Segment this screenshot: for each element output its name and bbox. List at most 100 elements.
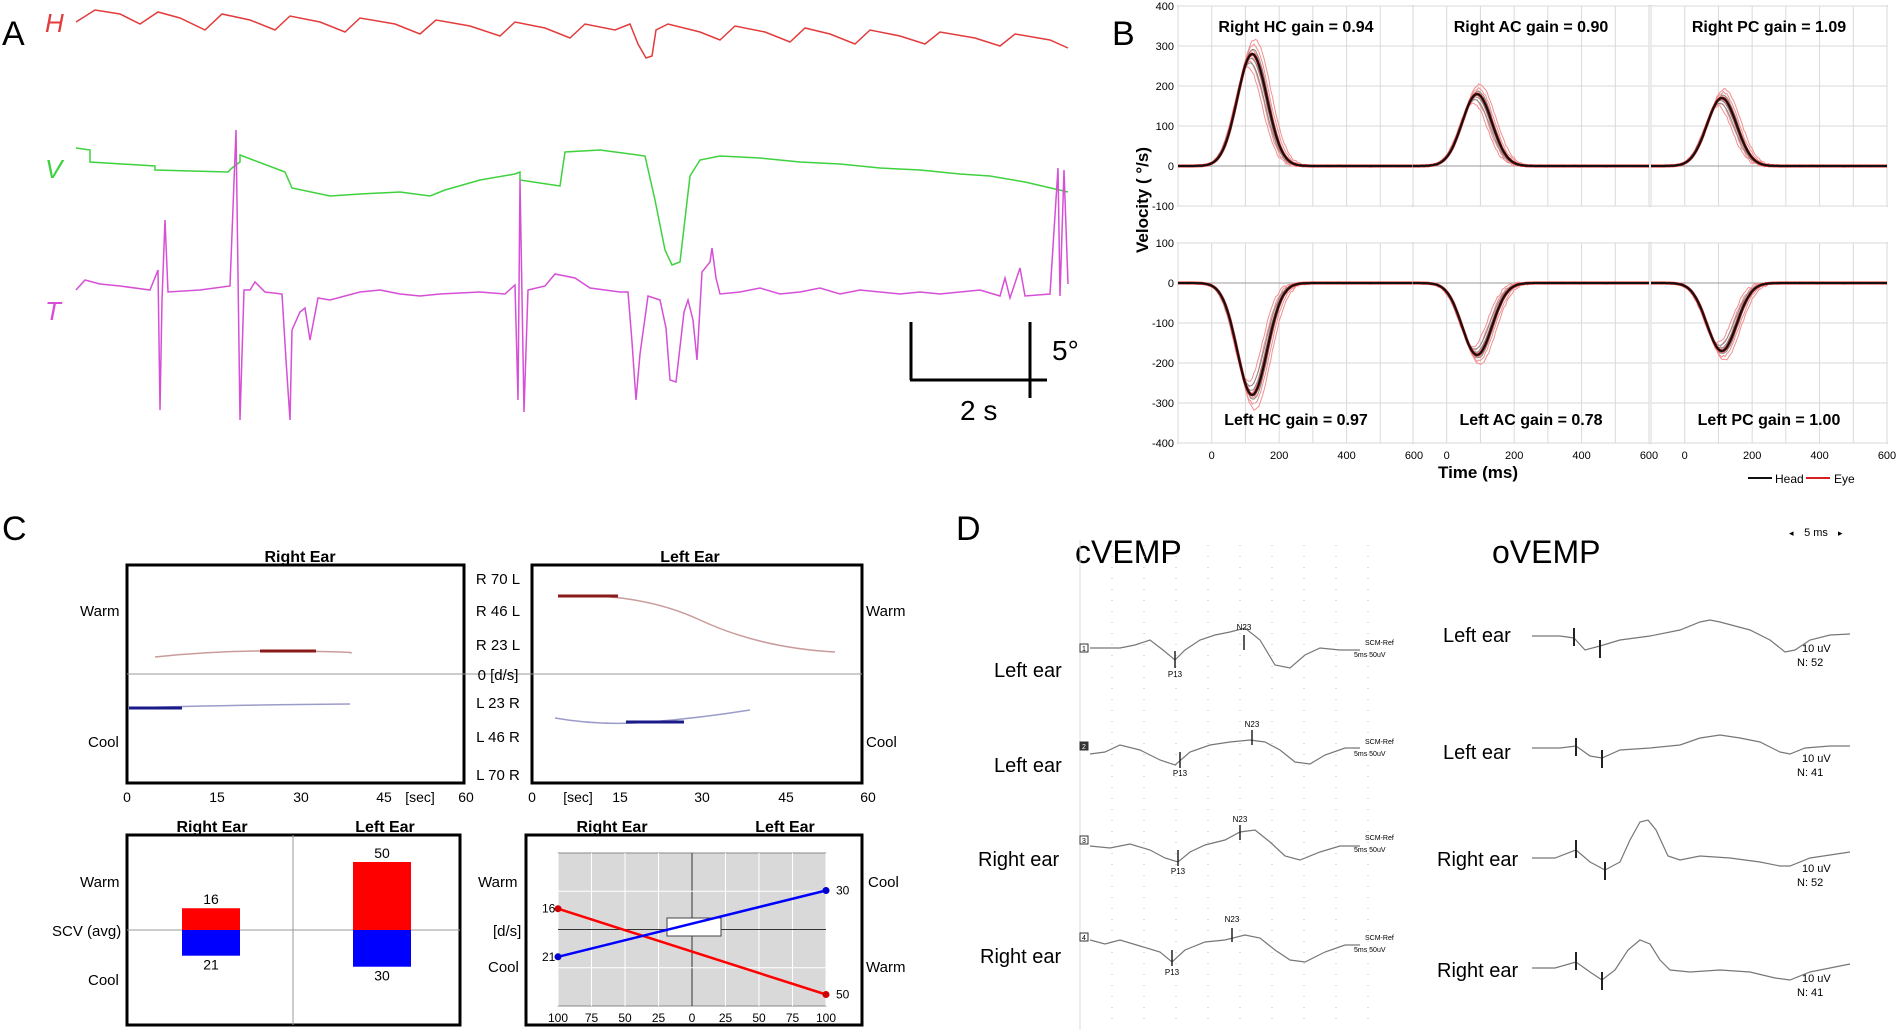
ovemp-row-ear-label: Right ear: [1437, 960, 1518, 982]
vhit-y-tick: 200: [1156, 81, 1174, 93]
vhit-y-tick: -300: [1152, 398, 1174, 410]
vhit-head-mean: [1178, 282, 1414, 397]
caloric-right-warm-trace: [154, 650, 352, 658]
ovemp-row-n: N: 41: [1797, 767, 1823, 779]
butterfly-point: [554, 905, 562, 913]
cvemp-row-index-box: [1079, 835, 1089, 845]
vhit-x-tick: 0: [1209, 450, 1215, 462]
vhit-x-tick: 400: [1572, 450, 1590, 462]
cvemp-row-n23-label: N23: [1225, 915, 1240, 924]
butterfly-point-label: 21: [542, 950, 556, 964]
scv-left-ear-title: Left Ear: [355, 819, 415, 836]
vhit-x-tick: 600: [1878, 450, 1896, 462]
time-scale-label: 5 ms: [1804, 527, 1828, 539]
cvemp-grid: [1111, 545, 1369, 1028]
channel-label-v: V: [45, 154, 65, 184]
caloric-warm-label-right: Warm: [866, 603, 905, 620]
ovemp-row-amp: 10 uV: [1802, 753, 1831, 765]
vhit-subplot-title: Right HC gain = 0.94: [1218, 19, 1373, 36]
cvemp-row-ref: SCM-Ref: [1365, 739, 1394, 746]
caloric-center-l23: L 23 R: [476, 695, 520, 712]
vhit-subplot: 100 0 -100 -200 -300 -400 0 200 400 600 Left HC ga…: [1152, 238, 1423, 462]
butterfly-x-tick: 75: [585, 1011, 599, 1025]
ovemp-row: Right ear 10 uV N: 41: [1437, 939, 1851, 999]
cvemp-row-n23-label: N23: [1237, 623, 1252, 632]
velocity-axis-label: Velocity ( °/s): [1133, 147, 1152, 253]
vhit-head-mean: [1651, 96, 1887, 167]
scv-warm-bar: [353, 862, 411, 930]
caloric-right-xtick: 60: [458, 789, 474, 805]
vhit-y-tick: 0: [1168, 161, 1174, 173]
ovemp-row-ear-label: Left ear: [1443, 625, 1511, 647]
caloric-right-ear-title: Right Ear: [264, 549, 335, 566]
ovemp-row-waveform: [1532, 819, 1851, 871]
scv-cool-bar: [353, 930, 411, 967]
butterfly-warm-line: [557, 907, 827, 996]
t-trace: [75, 129, 1069, 421]
butterfly-left-ear-title: Left Ear: [755, 819, 815, 836]
panel-letter-b: B: [1112, 15, 1135, 53]
caloric-left-warm-trace: [557, 594, 836, 653]
scv-cool-label: Cool: [88, 972, 119, 989]
vhit-subplot-title: Right PC gain = 1.09: [1692, 19, 1846, 36]
vhit-axes: 400 300 200 100 0 -100 Right HC gain = 0.94 Rig…: [1152, 1, 1896, 462]
cvemp-row-scale: 5ms 50uV: [1354, 652, 1386, 659]
caloric-right-xtick: 0: [123, 789, 131, 805]
butterfly-x-tick: 25: [652, 1011, 666, 1025]
butterfly-x-tick: 50: [618, 1011, 632, 1025]
ovemp-row-waveform: [1532, 619, 1851, 653]
cvemp-row-ref: SCM-Ref: [1365, 640, 1394, 647]
cvemp-row-scale: 5ms 50uV: [1354, 947, 1386, 954]
ovemp-row: Left ear 10 uV N: 52: [1443, 619, 1851, 669]
caloric-center-l46: L 46 R: [476, 729, 520, 746]
vhit-x-tick: 200: [1270, 450, 1288, 462]
caloric-warm-label-left: Warm: [80, 603, 119, 620]
butterfly-frame: [524, 833, 864, 1027]
legend-eye-label: Eye: [1834, 472, 1855, 486]
scv-cool-value: 30: [374, 968, 390, 984]
scv-right-ear-title: Right Ear: [176, 819, 247, 836]
butterfly-x-tick: 100: [816, 1011, 836, 1025]
vhit-x-tick: 400: [1810, 450, 1828, 462]
caloric-left-xtick: [sec]: [563, 789, 593, 805]
panel-b: B Velocity ( °/s) 400 300 200 100 0 -100 Right…: [1112, 1, 1896, 486]
butterfly-x-tick: 50: [752, 1011, 766, 1025]
vhit-subplot: 400 300 200 100 0 -100 Right HC gain = 0.94: [1152, 1, 1415, 213]
vhit-x-tick: 200: [1505, 450, 1523, 462]
cvemp-row: Right ear 3 P13 N23 SCM-Ref 5ms 50uV: [978, 815, 1394, 876]
cvemp-row-p13-label: P13: [1168, 670, 1183, 679]
vhit-y-tick: 100: [1156, 238, 1174, 250]
butterfly-x-tick: 0: [689, 1011, 696, 1025]
caloric-left-xtick: 30: [694, 789, 710, 805]
vhit-subplot: Right AC gain = 0.90: [1412, 5, 1650, 207]
vhit-y-tick: 100: [1156, 121, 1174, 133]
butterfly-center-box: [666, 917, 722, 937]
scv-bars: 16 50 21 30: [182, 845, 411, 984]
cvemp-row: Right ear 4 P13 N23 SCM-Ref 5ms 50uV: [980, 915, 1394, 977]
caloric-left-xtick: 0: [528, 789, 536, 805]
butterfly-cool-right: Cool: [868, 874, 899, 891]
ovemp-row-n: N: 52: [1797, 657, 1823, 669]
scv-cool-value: 21: [203, 957, 219, 973]
butterfly-point: [822, 887, 830, 894]
cvemp-row-waveform: [1090, 627, 1360, 669]
cvemp-row-index: 2: [1082, 744, 1086, 751]
ovemp-row: Right ear 10 uV N: 52: [1437, 819, 1851, 889]
panel-letter-d: D: [956, 510, 981, 548]
butterfly-point: [554, 953, 562, 961]
butterfly-point-label: 16: [542, 902, 556, 916]
panel-c: C Right Ear Left Ear Warm Cool Warm Cool…: [2, 510, 905, 1027]
butterfly-cool-line: [557, 889, 827, 959]
cvemp-row-index-box: [1079, 932, 1089, 942]
panel-d: D cVEMP oVEMP 5 ms ◂ ▸ Left ear 1 P13 N2…: [956, 510, 1851, 1030]
ovemp-row: Left ear 10 uV N: 41: [1443, 734, 1850, 779]
vhit-x-tick: 600: [1405, 450, 1423, 462]
h-trace: [75, 9, 1069, 59]
caloric-right-xtick: 45: [376, 789, 392, 805]
scv-cool-bar: [182, 930, 240, 956]
cvemp-row-n23-label: N23: [1233, 815, 1248, 824]
vhit-x-tick: 400: [1337, 450, 1355, 462]
ovemp-row-amp: 10 uV: [1802, 863, 1831, 875]
v-trace: [75, 147, 1069, 266]
cvemp-row-ear-label: Left ear: [994, 755, 1062, 777]
